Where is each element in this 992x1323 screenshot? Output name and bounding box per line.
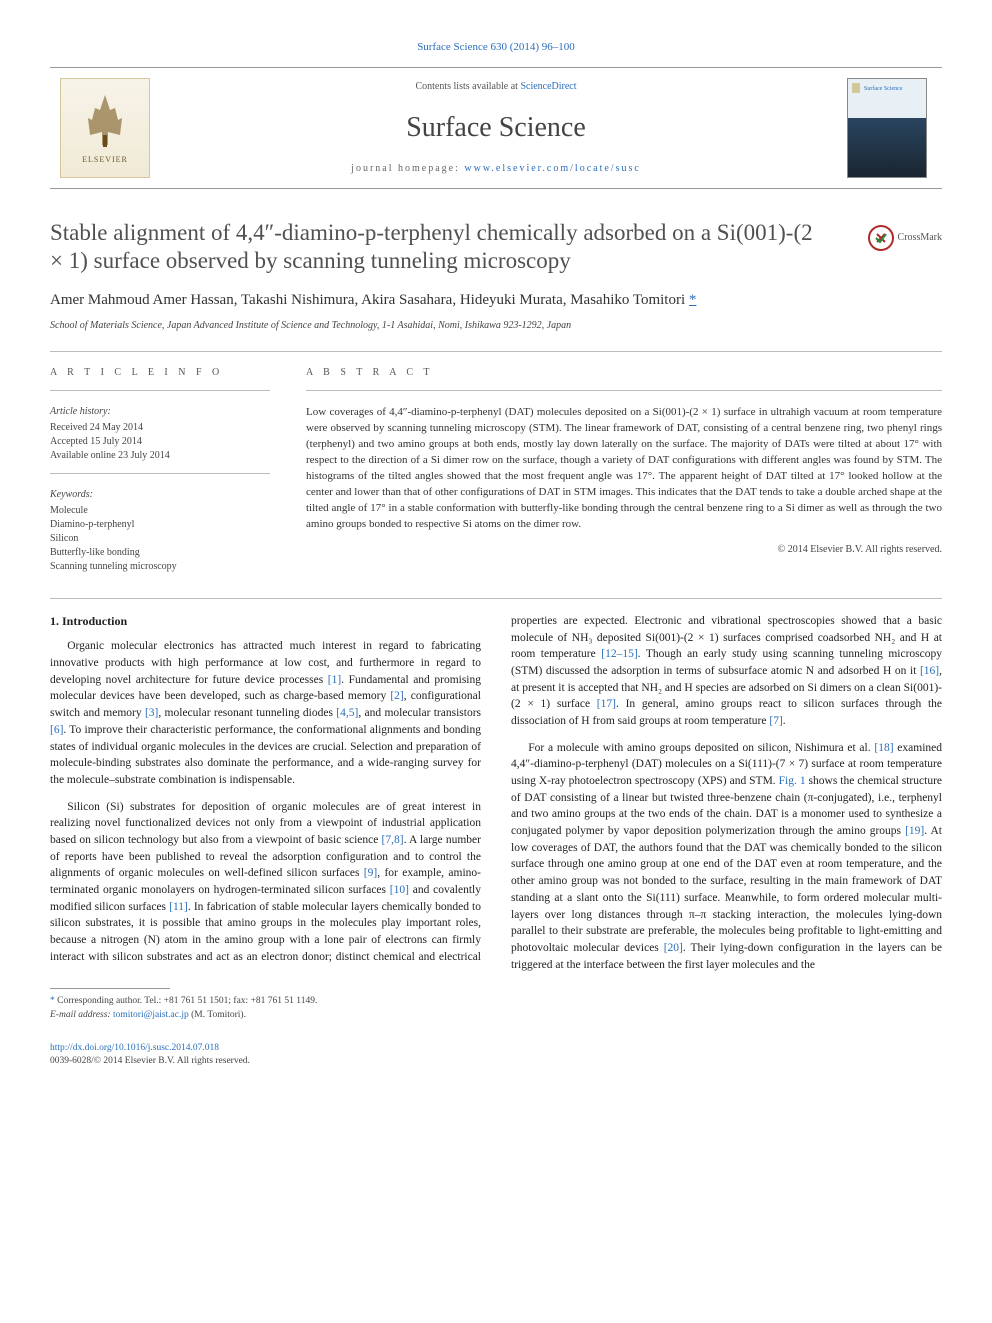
cover-thumb-title: Surface Science [864,85,902,93]
ref-7-8[interactable]: [7,8] [382,834,404,846]
journal-cover-thumb: Surface Science [847,78,927,178]
keyword-2: Silicon [50,532,270,546]
affiliation: School of Materials Science, Japan Advan… [50,319,942,333]
ref-20[interactable]: [20] [664,942,683,954]
ref-11[interactable]: [11] [169,901,188,913]
issn-copyright: 0039-6028/© 2014 Elsevier B.V. All right… [50,1056,250,1066]
elsevier-logo: ELSEVIER [60,78,150,178]
footnote-email-label: E-mail address: [50,1010,113,1020]
article-info-column: a r t i c l e i n f o Article history: R… [50,366,270,574]
homepage-prefix: journal homepage: [351,163,464,174]
info-divider-2 [50,473,270,474]
ref-1[interactable]: [1] [328,674,341,686]
sciencedirect-link[interactable]: ScienceDirect [520,81,576,92]
p1-t6: . To improve their characteristic perfor… [50,724,481,786]
abstract-text: Low coverages of 4,4″-diamino-p-terpheny… [306,405,942,533]
footnote-email-link[interactable]: tomitori@jaist.ac.jp [113,1010,189,1020]
ref-6[interactable]: [6] [50,724,63,736]
keyword-1: Diamino-p-terphenyl [50,518,270,532]
history-label: Article history: [50,405,270,419]
p1-t5: , and molecular transistors [358,707,481,719]
authors-names: Amer Mahmoud Amer Hassan, Takashi Nishim… [50,292,689,308]
article-info-heading: a r t i c l e i n f o [50,366,270,380]
contents-line: Contents lists available at ScienceDirec… [170,80,822,94]
footnote-block: * Corresponding author. Tel.: +81 761 51… [50,988,942,1022]
body-para-3: For a molecule with amino groups deposit… [511,740,942,973]
abstract-copyright: © 2014 Elsevier B.V. All rights reserved… [306,543,942,557]
ref-18[interactable]: [18] [874,742,893,754]
citation-header: Surface Science 630 (2014) 96–100 [50,40,942,55]
abstract-heading: a b s t r a c t [306,366,942,380]
footnote-separator [50,988,170,989]
body-two-column: 1. Introduction Organic molecular electr… [50,613,942,974]
p3-t1: For a molecule with amino groups deposit… [528,742,874,754]
contents-prefix: Contents lists available at [415,81,520,92]
ref-3[interactable]: [3] [145,707,158,719]
ref-17[interactable]: [17] [597,698,616,710]
journal-header-band: ELSEVIER Contents lists available at Sci… [50,67,942,188]
p1-t4: , molecular resonant tunneling diodes [158,707,336,719]
footnote-text-1: Corresponding author. Tel.: +81 761 51 1… [55,996,318,1006]
ref-4-5[interactable]: [4,5] [336,707,358,719]
ref-10[interactable]: [10] [390,884,409,896]
abstract-column: a b s t r a c t Low coverages of 4,4″-di… [306,366,942,574]
ref-9[interactable]: [9] [364,867,377,879]
crossmark-badge[interactable]: CrossMark [868,225,942,251]
divider-mid [50,598,942,599]
homepage-line: journal homepage: www.elsevier.com/locat… [170,162,822,176]
info-divider-1 [50,390,270,391]
keyword-0: Molecule [50,504,270,518]
ref-7b[interactable]: [7] [769,715,782,727]
elsevier-wordmark: ELSEVIER [82,154,128,165]
elsevier-tree-icon [80,90,130,150]
ref-19[interactable]: [19] [905,825,924,837]
section-1-heading: 1. Introduction [50,613,481,630]
ref-16[interactable]: [16] [920,665,939,677]
doi-link[interactable]: http://dx.doi.org/10.1016/j.susc.2014.07… [50,1043,219,1053]
homepage-link[interactable]: www.elsevier.com/locate/susc [464,163,640,174]
p3-t4: . At low coverages of DAT, the authors f… [511,825,942,954]
keywords-label: Keywords: [50,488,270,502]
article-title: Stable alignment of 4,4″-diamino-p-terph… [50,219,942,277]
citation-link[interactable]: Surface Science 630 (2014) 96–100 [417,41,575,53]
history-received: Received 24 May 2014 [50,421,270,435]
publisher-logo-cell: ELSEVIER [50,68,160,187]
body-para-1: Organic molecular electronics has attrac… [50,638,481,788]
history-online: Available online 23 July 2014 [50,449,270,463]
keyword-4: Scanning tunneling microscopy [50,560,270,574]
cover-thumb-cell: Surface Science [832,68,942,187]
fig-1-link[interactable]: Fig. 1 [779,775,806,787]
keyword-3: Butterfly-like bonding [50,546,270,560]
divider-top [50,351,942,352]
p2-t9: . [783,715,786,727]
corresponding-author-star[interactable]: * [689,292,697,308]
crossmark-label: CrossMark [898,231,942,245]
page-footer: http://dx.doi.org/10.1016/j.susc.2014.07… [50,1042,942,1069]
ref-12-15[interactable]: [12–15] [601,648,637,660]
abstract-divider [306,390,942,391]
history-accepted: Accepted 15 July 2014 [50,435,270,449]
authors-line: Amer Mahmoud Amer Hassan, Takashi Nishim… [50,290,942,311]
crossmark-icon [868,225,894,251]
footnote-email-suffix: (M. Tomitori). [189,1010,246,1020]
journal-header-center: Contents lists available at ScienceDirec… [160,68,832,187]
ref-2[interactable]: [2] [390,690,403,702]
journal-name: Surface Science [170,108,822,147]
